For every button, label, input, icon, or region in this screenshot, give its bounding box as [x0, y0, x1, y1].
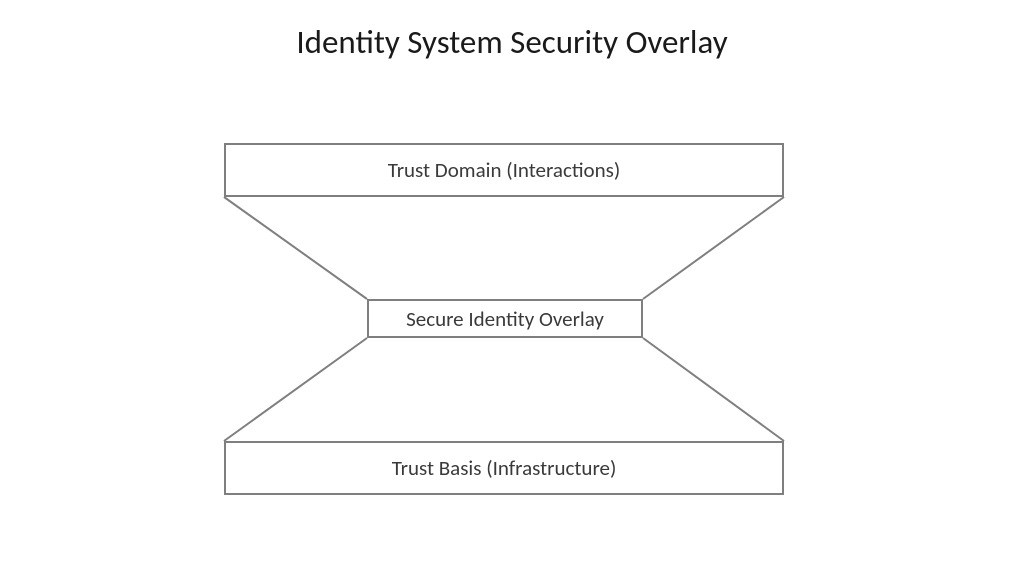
trust-domain-box: Trust Domain (Interactions)	[224, 143, 784, 197]
secure-identity-overlay-label: Secure Identity Overlay	[406, 306, 604, 332]
trust-basis-box: Trust Basis (Infrastructure)	[224, 441, 784, 495]
trust-domain-label: Trust Domain (Interactions)	[388, 157, 620, 183]
trust-basis-label: Trust Basis (Infrastructure)	[392, 455, 617, 481]
secure-identity-overlay-box: Secure Identity Overlay	[367, 299, 643, 338]
